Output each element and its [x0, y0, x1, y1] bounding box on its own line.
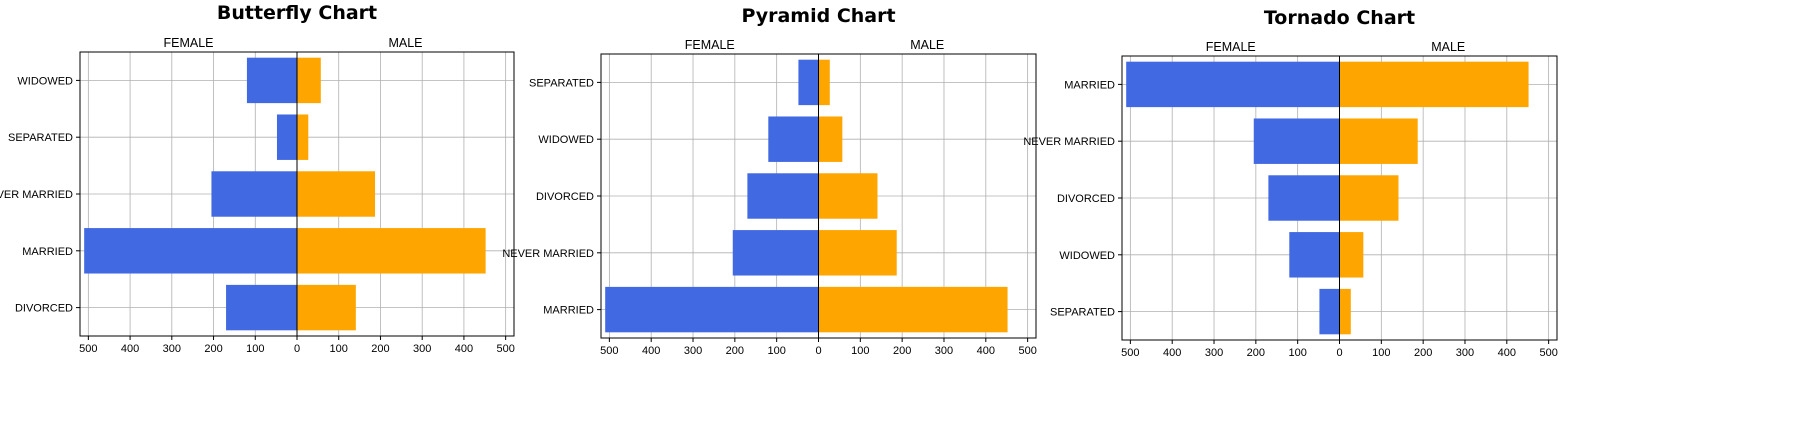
category-label: MARRIED [1064, 79, 1115, 91]
x-tick-label: 500 [79, 343, 97, 355]
x-tick-label: 0 [1336, 347, 1342, 359]
male-side-label: MALE [910, 38, 944, 52]
x-tick-label: 500 [600, 345, 618, 357]
male-bar [1339, 288, 1351, 335]
x-tick-label: 300 [413, 343, 431, 355]
category-label: WIDOWED [538, 134, 594, 146]
female-bar [732, 230, 819, 276]
x-tick-label: 400 [642, 345, 660, 357]
category-label: NEVER MARRIED [1023, 136, 1115, 148]
male-side-label: MALE [1431, 40, 1465, 54]
male-bar [1339, 61, 1529, 108]
female-bar [747, 173, 819, 219]
category-label: WIDOWED [17, 75, 73, 87]
female-bar [1126, 61, 1340, 108]
category-label: DIVORCED [1057, 193, 1115, 205]
male-bar [297, 57, 321, 104]
category-label: DIVORCED [15, 303, 73, 315]
butterfly-chart: Butterfly Chart FEMALE MALE WIDOWED SEPAR… [0, 2, 515, 355]
male-bar [1339, 118, 1418, 164]
x-tick-label: 400 [121, 343, 139, 355]
x-tick-label: 400 [1163, 347, 1181, 359]
female-bar [211, 171, 297, 217]
x-tick-label: 100 [851, 345, 869, 357]
tornado-chart: Tornado Chart FEMALE MALE MARRIED NEVER M… [1023, 7, 1558, 359]
male-bar [818, 59, 830, 106]
female-bar [226, 284, 297, 331]
category-label: SEPARATED [8, 132, 73, 144]
female-bar [246, 57, 297, 104]
x-tick-label: 500 [1539, 347, 1557, 359]
category-label: WIDOWED [1059, 250, 1115, 262]
x-tick-label: 200 [1414, 347, 1432, 359]
female-side-label: FEMALE [685, 38, 735, 52]
male-bar [297, 171, 376, 217]
bars [605, 59, 1008, 333]
female-bar [768, 116, 819, 162]
male-side-label: MALE [388, 36, 422, 50]
female-bar [1268, 175, 1340, 221]
x-tick-label: 300 [684, 345, 702, 357]
female-bar [1319, 288, 1340, 335]
axes: SEPARATED WIDOWED DIVORCED NEVER MARRIED MAR… [502, 53, 1037, 357]
x-tick-label: 400 [1498, 347, 1516, 359]
axes: MARRIED NEVER MARRIED DIVORCED WIDOWED SEPAR… [1023, 55, 1558, 359]
female-bar [605, 286, 819, 333]
x-tick-label: 100 [330, 343, 348, 355]
category-label: NEVER MARRIED [502, 248, 594, 260]
x-tick-label: 300 [163, 343, 181, 355]
female-side-label: FEMALE [163, 36, 213, 50]
x-tick-label: 300 [1456, 347, 1474, 359]
x-tick-label: 0 [294, 343, 300, 355]
x-tick-label: 300 [935, 345, 953, 357]
male-bar [1339, 232, 1364, 278]
male-bar [297, 228, 486, 274]
x-tick-label: 500 [496, 343, 514, 355]
chart-title: Butterfly Chart [217, 2, 377, 24]
male-bar [297, 114, 309, 160]
male-bar [818, 286, 1008, 333]
male-bar [297, 284, 356, 331]
female-side-label: FEMALE [1206, 40, 1256, 54]
chart-title: Pyramid Chart [741, 5, 895, 27]
male-bar [818, 173, 878, 219]
x-tick-label: 500 [1018, 345, 1036, 357]
x-tick-label: 100 [246, 343, 264, 355]
bars [1126, 61, 1529, 335]
female-bar [1253, 118, 1340, 164]
female-bar [276, 114, 297, 160]
x-tick-label: 400 [455, 343, 473, 355]
female-bar [1289, 232, 1340, 278]
x-tick-label: 0 [815, 345, 821, 357]
category-label: DIVORCED [536, 191, 594, 203]
x-tick-label: 400 [977, 345, 995, 357]
x-tick-label: 200 [204, 343, 222, 355]
bars [84, 57, 486, 331]
male-bar [818, 116, 843, 162]
x-tick-label: 200 [893, 345, 911, 357]
category-label: NEVER MARRIED [0, 189, 73, 201]
category-label: MARRIED [22, 246, 73, 258]
pyramid-chart: Pyramid Chart FEMALE MALE SEPARATED WIDOW… [502, 5, 1037, 357]
male-bar [818, 230, 897, 276]
x-tick-label: 200 [726, 345, 744, 357]
x-tick-label: 100 [767, 345, 785, 357]
axes: WIDOWED SEPARATED NEVER MARRIED MARRIED DIVO… [0, 51, 515, 355]
chart-title: Tornado Chart [1264, 7, 1415, 29]
x-tick-label: 100 [1288, 347, 1306, 359]
x-tick-label: 200 [371, 343, 389, 355]
female-bar [798, 59, 819, 106]
x-tick-label: 500 [1121, 347, 1139, 359]
x-tick-label: 200 [1247, 347, 1265, 359]
x-tick-label: 100 [1372, 347, 1390, 359]
male-bar [1339, 175, 1399, 221]
category-label: MARRIED [543, 305, 594, 317]
category-label: SEPARATED [529, 77, 594, 89]
female-bar [84, 228, 297, 274]
x-tick-label: 300 [1205, 347, 1223, 359]
category-label: SEPARATED [1050, 307, 1115, 319]
